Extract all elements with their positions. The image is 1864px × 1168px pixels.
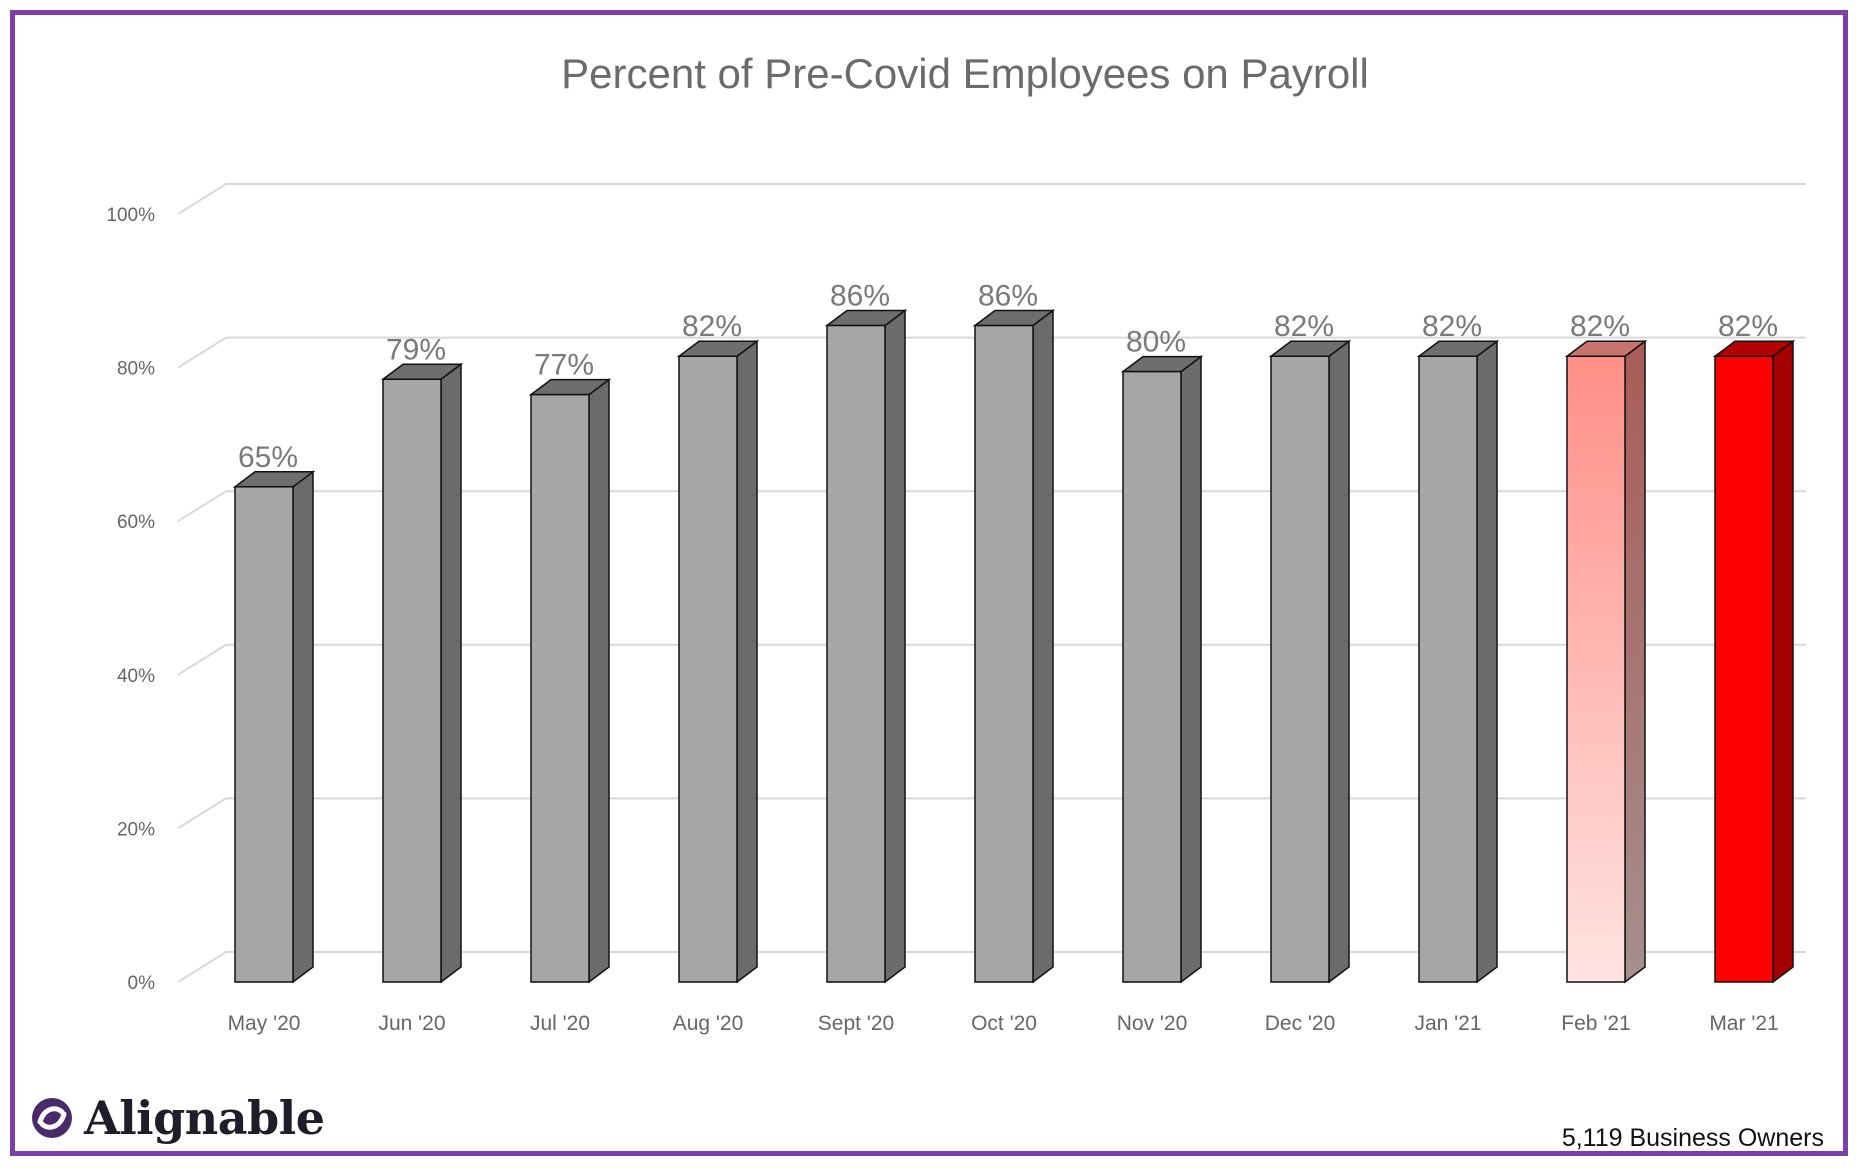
gridline xyxy=(177,336,1806,369)
x-tick-label: May '20 xyxy=(228,1012,301,1035)
bar: 82% xyxy=(1416,310,1500,984)
data-label: 79% xyxy=(386,333,446,366)
alignable-icon xyxy=(32,1098,72,1138)
chart-title: Percent of Pre-Covid Employees on Payrol… xyxy=(561,50,1369,97)
bar: 77% xyxy=(528,349,612,984)
bar-side xyxy=(884,309,906,984)
x-tick-label: Oct '20 xyxy=(971,1012,1037,1035)
x-tick-label: Aug '20 xyxy=(673,1012,744,1035)
bar-front xyxy=(530,393,590,983)
bar-side xyxy=(1032,309,1054,984)
bar-front xyxy=(234,486,294,983)
bar-front xyxy=(1122,370,1182,983)
x-tick-label: Dec '20 xyxy=(1265,1012,1336,1035)
bar-front xyxy=(974,324,1034,983)
bar: 82% xyxy=(1564,310,1648,984)
x-tick-label: Jul '20 xyxy=(530,1012,590,1035)
bar-side xyxy=(1476,339,1498,984)
alignable-logo: Alignable xyxy=(30,1088,325,1148)
x-tick-label: Nov '20 xyxy=(1117,1012,1188,1035)
data-label: 77% xyxy=(534,349,594,382)
bar-front xyxy=(826,324,886,983)
y-axis: 0% 20% 40% 60% 80% 100% xyxy=(106,205,155,994)
y-tick-label: 100% xyxy=(106,205,155,226)
bar-front xyxy=(1270,355,1330,983)
bar: 82% xyxy=(1712,310,1796,984)
brand-name: Alignable xyxy=(84,1091,325,1145)
x-tick-label: Jan '21 xyxy=(1414,1012,1481,1035)
x-axis: May '20 Jun '20 Jul '20 Aug '20 Sept '20 Oct … xyxy=(228,1012,1779,1035)
bar-front xyxy=(382,378,442,983)
bar-side xyxy=(588,378,610,984)
y-tick-label: 0% xyxy=(128,973,156,994)
bar: 86% xyxy=(824,280,908,984)
data-label: 82% xyxy=(1274,310,1334,343)
bar-front xyxy=(1418,355,1478,983)
bar-side xyxy=(440,362,462,984)
bar: 82% xyxy=(676,310,760,984)
bar: 86% xyxy=(972,280,1056,984)
y-tick-label: 40% xyxy=(117,666,155,687)
data-label: 82% xyxy=(1570,310,1630,343)
bar-side xyxy=(1624,339,1646,984)
bar: 80% xyxy=(1120,326,1204,984)
bar: 65% xyxy=(232,441,316,984)
bars: 65% 79% 77% 82% 86% 86% 80% 82% 82% 82% 82% xyxy=(232,280,1796,984)
data-label: 80% xyxy=(1126,326,1186,359)
bar-front xyxy=(678,355,738,983)
x-tick-label: Jun '20 xyxy=(378,1012,445,1035)
bar-side xyxy=(292,470,314,984)
data-label: 65% xyxy=(238,441,298,474)
x-tick-label: Feb '21 xyxy=(1561,1012,1630,1035)
data-label: 82% xyxy=(1718,310,1778,343)
bar: 82% xyxy=(1268,310,1352,984)
y-tick-label: 80% xyxy=(117,359,155,380)
bar-side xyxy=(1180,355,1202,984)
x-tick-label: Sept '20 xyxy=(818,1012,894,1035)
y-tick-label: 60% xyxy=(117,512,155,533)
x-tick-label: Mar '21 xyxy=(1709,1012,1778,1035)
bar-side xyxy=(1772,339,1794,984)
chart-frame xyxy=(10,10,1848,1156)
data-label: 82% xyxy=(682,310,742,343)
bar-front xyxy=(1714,355,1774,983)
bar: 79% xyxy=(380,333,464,984)
data-label: 82% xyxy=(1422,310,1482,343)
bar-side xyxy=(1328,339,1350,984)
gridline xyxy=(177,183,1806,215)
y-tick-label: 20% xyxy=(117,819,155,840)
data-label: 86% xyxy=(830,280,890,313)
bar-front xyxy=(1566,355,1626,983)
data-label: 86% xyxy=(978,280,1038,313)
bar-side xyxy=(736,339,758,984)
respondent-count: 5,119 Business Owners xyxy=(1561,1124,1824,1152)
